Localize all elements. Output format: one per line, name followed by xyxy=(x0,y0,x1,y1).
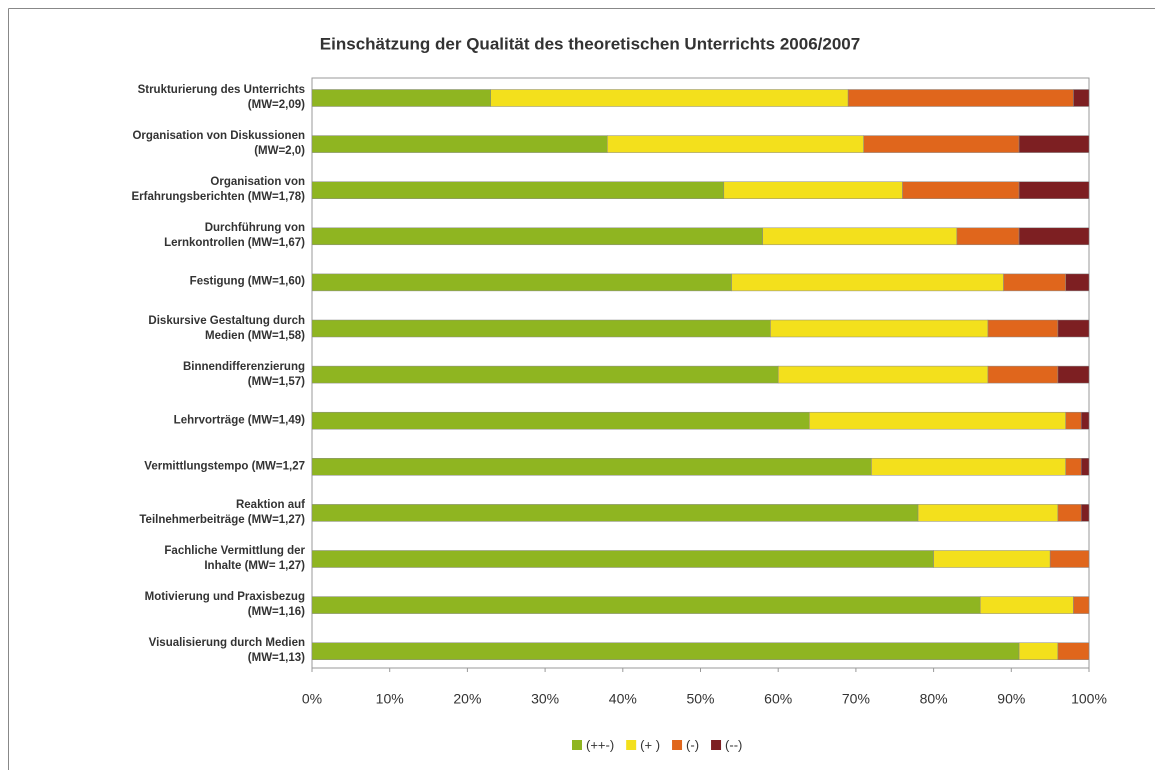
bar-segment xyxy=(809,411,1066,430)
category-label: Binnendifferenzierung (MW=1,57) xyxy=(182,360,305,388)
bar-segment xyxy=(979,596,1074,614)
legend-swatch xyxy=(626,740,637,750)
category-label: Durchführung von Lernkontrollen (MW=1,67… xyxy=(164,222,305,250)
bar-segment xyxy=(1065,458,1082,476)
bar-segment xyxy=(1049,550,1090,568)
bar-segment xyxy=(311,642,1020,660)
bar-segment xyxy=(1080,411,1090,430)
legend-swatch xyxy=(672,740,683,750)
category-label: Vermittlungstempo (MW=1,27 xyxy=(144,460,305,473)
bar-segment xyxy=(1073,596,1090,614)
bar-segment xyxy=(1018,135,1090,153)
bar-segment xyxy=(490,89,849,107)
bar-segment xyxy=(902,181,1020,199)
legend-swatch xyxy=(572,740,582,750)
x-tick-label: 70% xyxy=(842,691,870,707)
bar-segment xyxy=(311,227,763,246)
category-label: Organisation von Erfahrungsberichten (MW… xyxy=(131,176,306,204)
bar-segment xyxy=(987,319,1059,338)
legend-label: (--) xyxy=(725,737,742,752)
bar-segment xyxy=(1080,458,1090,476)
category-label: Festigung (MW=1,60) xyxy=(189,275,305,288)
bar-segment xyxy=(1018,181,1090,199)
x-tick-label: 50% xyxy=(686,691,714,707)
bar-segment xyxy=(956,227,1020,246)
bar-segment xyxy=(311,411,810,430)
bar-segment xyxy=(1080,504,1090,522)
bar-segment xyxy=(311,181,725,199)
bar-segment xyxy=(1057,642,1090,660)
category-label: Motivierung und Praxisbezug (MW=1,16) xyxy=(144,591,305,619)
bar-segment xyxy=(1057,319,1090,338)
bar-segment xyxy=(311,550,934,568)
bar-segment xyxy=(311,89,491,107)
bar-segment xyxy=(777,365,989,384)
legend-label: (-) xyxy=(686,737,699,752)
category-label: Fachliche Vermittlung der Inhalte (MW= 1… xyxy=(164,545,305,572)
x-tick-label: 10% xyxy=(376,691,404,707)
bar-segment xyxy=(311,273,732,292)
bar-segment xyxy=(311,135,608,153)
bar-segment xyxy=(1073,89,1090,107)
bar-segment xyxy=(311,458,872,476)
bar-segment xyxy=(1003,273,1066,292)
bar-segment xyxy=(311,365,779,384)
category-label: Lehrvorträge (MW=1,49) xyxy=(173,414,305,427)
legend-label: (++-) xyxy=(586,737,614,752)
category-label: Reaktion auf Teilnehmerbeiträge (MW=1,27… xyxy=(139,498,305,526)
chart-title: Einschätzung der Qualität des theoretisc… xyxy=(320,34,860,53)
x-tick-label: 60% xyxy=(764,691,792,707)
legend-label: (+ ) xyxy=(640,737,660,752)
bar-segment xyxy=(770,319,989,338)
bar-segment xyxy=(1065,273,1090,292)
bar-segment xyxy=(933,550,1051,568)
bar-segment xyxy=(311,319,771,338)
bar-segment xyxy=(1018,227,1090,246)
bar-segment xyxy=(863,135,1020,153)
x-tick-label: 0% xyxy=(302,691,322,707)
bar-segment xyxy=(1065,411,1082,430)
category-label: Diskursive Gestaltung durch Medien (MW=1… xyxy=(148,314,305,342)
x-tick-label: 90% xyxy=(997,691,1025,707)
x-tick-label: 80% xyxy=(920,691,948,707)
x-tick-label: 20% xyxy=(453,691,481,707)
bar-segment xyxy=(731,273,1004,292)
x-tick-label: 100% xyxy=(1071,691,1107,707)
bar-segment xyxy=(311,504,919,522)
bar-segment xyxy=(607,135,864,153)
bar-segment xyxy=(1018,642,1059,660)
x-tick-label: 40% xyxy=(609,691,637,707)
x-tick-label: 30% xyxy=(531,691,559,707)
bar-segment xyxy=(723,181,903,199)
bar-segment xyxy=(847,89,1074,107)
category-label: Organisation von Diskussionen (MW=2,0) xyxy=(132,130,305,158)
bar-segment xyxy=(1057,365,1090,384)
bar-segment xyxy=(1057,504,1082,522)
category-label: Visualisierung durch Medien (MW=1,13) xyxy=(148,637,305,665)
bar-segment xyxy=(871,458,1066,476)
category-label: Strukturierung des Unterrichts (MW=2,09) xyxy=(137,84,305,111)
bar-segment xyxy=(917,504,1059,522)
bar-segment xyxy=(311,596,981,614)
bar-segment xyxy=(987,365,1059,384)
legend-swatch xyxy=(711,740,722,750)
bar-segment xyxy=(762,227,958,246)
